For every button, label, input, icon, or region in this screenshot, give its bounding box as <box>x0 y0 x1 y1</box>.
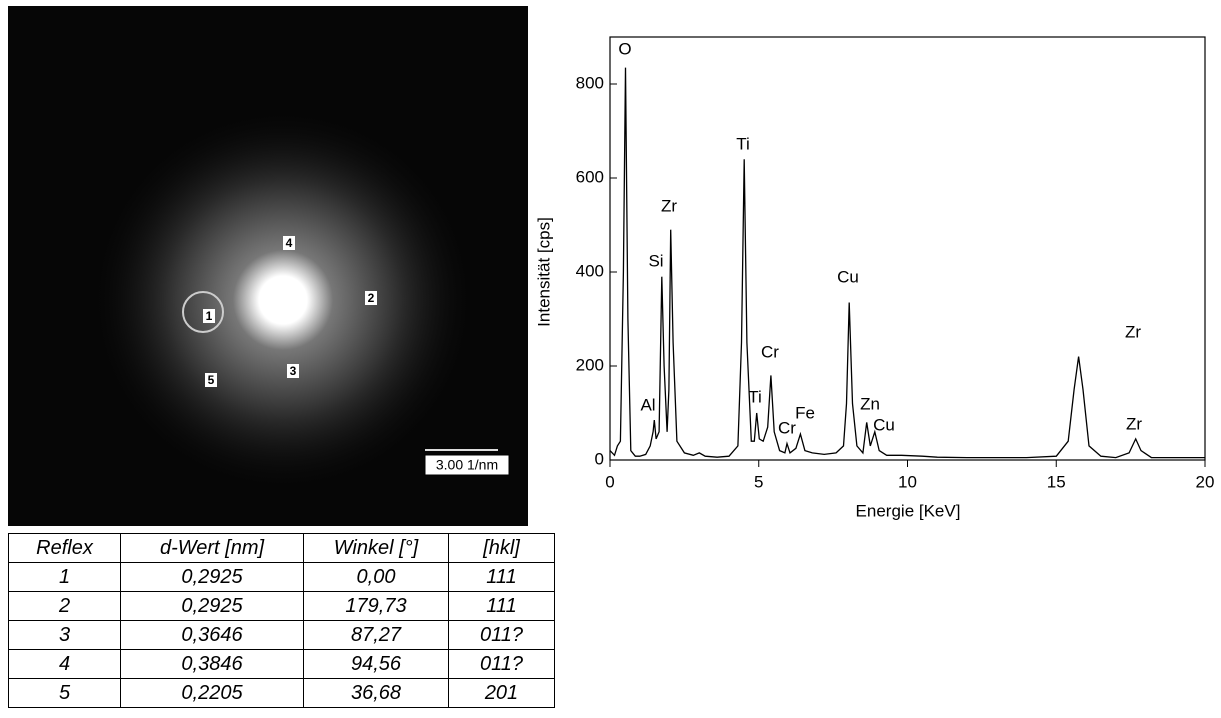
spot-label: 3 <box>290 364 297 378</box>
table-cell: Reflex <box>8 533 121 563</box>
peak-label: Zr <box>1125 322 1141 341</box>
table-cell: 201 <box>448 678 555 708</box>
x-axis-label: Energie [KeV] <box>856 501 961 520</box>
peak-label: Ti <box>736 134 750 153</box>
spectrum-line <box>609 67 1205 459</box>
spot-label-box <box>283 236 295 250</box>
table-cell: 0,00 <box>303 562 449 592</box>
table-row: 3 0,3646 87,27 011? <box>8 620 555 650</box>
peak-label: Si <box>648 251 663 270</box>
table-cell: 111 <box>448 562 555 592</box>
peak-label: Cr <box>778 418 796 437</box>
table-cell: 0,3846 <box>120 649 304 679</box>
x-tick-label: 20 <box>1196 472 1215 491</box>
peak-label: Zn <box>860 394 880 413</box>
spot-label: 4 <box>286 236 293 250</box>
peak-label: Zr <box>661 196 677 215</box>
table-cell: 111 <box>448 591 555 621</box>
table-cell: 36,68 <box>303 678 449 708</box>
table-cell: 1 <box>8 562 121 592</box>
x-tick-label: 0 <box>605 472 614 491</box>
y-tick-label: 0 <box>595 449 604 468</box>
peak-label: Zr <box>1126 414 1142 433</box>
peak-label: Al <box>640 395 655 414</box>
table-cell: 0,2925 <box>120 591 304 621</box>
scale-bar-label: 3.00 1/nm <box>436 457 498 473</box>
peak-label: O <box>618 39 631 58</box>
x-tick-label: 10 <box>898 472 917 491</box>
table-row: 4 0,3846 94,56 011? <box>8 649 555 679</box>
spot-circle <box>182 291 224 333</box>
peak-label: Fe <box>795 403 815 422</box>
spot-label-box <box>203 309 215 323</box>
table-cell: Winkel [°] <box>303 533 449 563</box>
table-cell: 2 <box>8 591 121 621</box>
spot-label-box <box>287 364 299 378</box>
table-cell: 011? <box>448 620 555 650</box>
table-cell: 0,3646 <box>120 620 304 650</box>
table-cell: 179,73 <box>303 591 449 621</box>
table-cell: 4 <box>8 649 121 679</box>
peak-label: Ti <box>748 387 762 406</box>
spot-label: 5 <box>208 373 215 387</box>
x-tick-label: 5 <box>754 472 763 491</box>
peak-label: Cu <box>873 415 895 434</box>
scale-bar-box <box>424 454 510 476</box>
y-axis-label: Intensität [cps] <box>534 217 553 327</box>
table-cell: 0,2925 <box>120 562 304 592</box>
table-row: 2 0,2925 179,73 111 <box>8 591 555 621</box>
peak-label: Cu <box>837 267 859 286</box>
table-row: 5 0,2205 36,68 201 <box>8 678 555 708</box>
figure: 1 2 3 4 5 3.00 1/nm Energie [KeV] Intensität… <box>8 6 1215 526</box>
table-row: Reflex d-Wert [nm] Winkel [°] [hkl] <box>8 533 555 563</box>
y-tick-label: 200 <box>576 355 604 374</box>
table-cell: [hkl] <box>448 533 555 563</box>
plot-frame <box>609 36 1206 461</box>
y-tick-label: 800 <box>576 73 604 92</box>
spot-label: 2 <box>368 291 375 305</box>
y-tick-label: 600 <box>576 167 604 186</box>
central-glow <box>83 100 483 500</box>
table-cell: 011? <box>448 649 555 679</box>
table-cell: 5 <box>8 678 121 708</box>
y-tick-label: 400 <box>576 261 604 280</box>
x-tick-label: 15 <box>1047 472 1066 491</box>
table-cell: 87,27 <box>303 620 449 650</box>
table-cell: 0,2205 <box>120 678 304 708</box>
spot-label: 1 <box>206 309 213 323</box>
table-cell: 94,56 <box>303 649 449 679</box>
spot-label-box <box>205 373 217 387</box>
table-cell: 3 <box>8 620 121 650</box>
peak-label: Cr <box>761 342 779 361</box>
table-cell: d-Wert [nm] <box>120 533 304 563</box>
reflex-table: Reflex d-Wert [nm] Winkel [°] [hkl] 1 0,2925 0… <box>8 533 555 708</box>
table-row: 1 0,2925 0,00 111 <box>8 562 555 592</box>
spot-label-box <box>365 291 377 305</box>
